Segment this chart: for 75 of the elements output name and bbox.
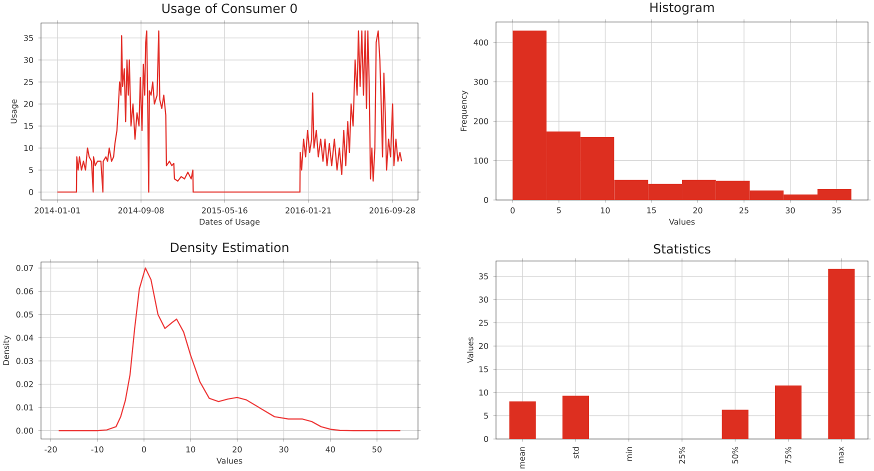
y-tick-label: 0.01 — [16, 404, 33, 410]
line-series — [58, 267, 401, 432]
chart-title: Histogram — [650, 2, 714, 15]
bar — [562, 396, 590, 440]
y-tick-label: 15 — [24, 123, 33, 129]
y-tick-label: 0.05 — [16, 311, 33, 318]
y-tick-label: 0.07 — [16, 265, 33, 272]
x-tick-label: 25 — [740, 207, 748, 214]
x-tick-label: 2016-01-21 — [286, 207, 331, 214]
y-tick-label: 0.06 — [16, 288, 34, 294]
x-tick-label: 20 — [693, 207, 702, 214]
y-tick-label: 300 — [474, 78, 488, 85]
x-tick-label: min — [626, 447, 632, 461]
y-tick-label: 100 — [474, 158, 488, 164]
x-tick-label: 10 — [600, 207, 610, 214]
y-axis-title: Usage — [10, 99, 18, 124]
x-tick-label: max — [839, 446, 844, 464]
y-tick-label: 0.03 — [16, 358, 33, 364]
x-tick-label: 0 — [142, 446, 146, 452]
x-tick-label: 30 — [279, 446, 288, 452]
y-tick-label: 0.02 — [16, 381, 33, 388]
x-tick-label: 40 — [326, 446, 335, 452]
x-tick-label: 2014-09-08 — [118, 207, 164, 214]
y-tick-label: 0 — [29, 189, 34, 196]
bar — [828, 268, 855, 440]
y-tick-label: 0 — [484, 196, 488, 204]
bar — [509, 401, 536, 440]
y-axis-title: Frequency — [460, 90, 468, 131]
line-series — [56, 30, 402, 193]
y-tick-label: 0 — [484, 436, 488, 442]
y-axis-title: Values — [467, 337, 474, 364]
x-tick-label: 2014-01-01 — [34, 207, 80, 214]
y-tick-label: 20 — [24, 100, 34, 108]
y-tick-label: 25 — [479, 320, 488, 326]
y-tick-label: 15 — [479, 366, 488, 372]
x-tick-label: -10 — [91, 446, 104, 452]
y-tick-label: 0.00 — [16, 428, 34, 434]
x-tick-label: mean — [520, 447, 525, 468]
chart-title: Usage of Consumer 0 — [162, 3, 297, 16]
x-tick-label: 50% — [732, 446, 738, 464]
y-tick-label: 30 — [479, 296, 488, 303]
y-axis-title: Density — [2, 336, 11, 365]
x-tick-label: 30 — [786, 207, 795, 214]
x-tick-label: 75% — [785, 446, 792, 464]
x-tick-label: 15 — [647, 207, 656, 214]
x-tick-label: 5 — [557, 207, 561, 214]
x-tick-label: 10 — [186, 446, 196, 452]
bar — [775, 386, 802, 440]
y-tick-label: 5 — [29, 167, 33, 174]
x-tick-label: std — [572, 447, 579, 458]
x-axis-title: Dates of Usage — [200, 218, 260, 226]
bar — [722, 410, 748, 440]
y-tick-label: 25 — [24, 78, 33, 86]
y-tick-label: 30 — [24, 56, 34, 63]
y-tick-label: 0.04 — [16, 334, 34, 341]
x-tick-label: 35 — [832, 207, 841, 214]
y-tick-label: 35 — [24, 34, 33, 41]
x-tick-label: 50 — [372, 446, 382, 452]
x-tick-label: 25% — [678, 446, 686, 464]
y-tick-label: 5 — [484, 412, 488, 419]
y-tick-label: 35 — [479, 273, 488, 280]
y-tick-label: 10 — [479, 390, 488, 396]
x-axis-title: Values — [669, 218, 695, 225]
x-tick-label: 2015-05-16 — [202, 207, 248, 214]
chart-title: Density Estimation — [170, 242, 288, 255]
x-tick-label: 2016-09-28 — [370, 207, 415, 214]
chart-title: Statistics — [654, 244, 710, 254]
y-tick-label: 400 — [474, 39, 488, 46]
y-tick-label: 20 — [479, 343, 488, 350]
x-axis-title: Values — [216, 458, 242, 464]
x-tick-label: -20 — [44, 446, 57, 452]
x-tick-label: 20 — [232, 446, 242, 452]
y-tick-label: 200 — [474, 118, 488, 124]
y-tick-label: 10 — [24, 145, 34, 152]
x-tick-label: 0 — [510, 207, 515, 214]
